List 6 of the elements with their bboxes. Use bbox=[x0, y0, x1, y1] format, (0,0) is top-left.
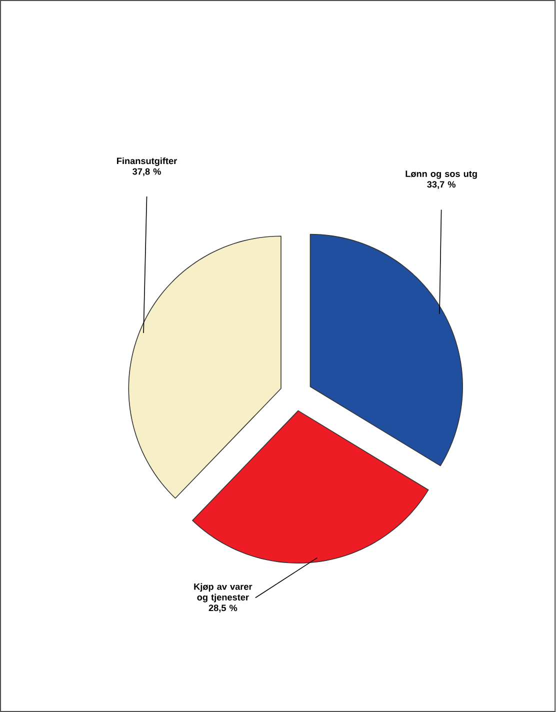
data-label: 33,7 % bbox=[427, 181, 456, 189]
data-label: 37,8 % bbox=[132, 168, 162, 176]
slice-label: Lønn og sos utg bbox=[406, 170, 478, 179]
data-label: 28,5 % bbox=[209, 604, 238, 612]
slice-label: Finansutgifter bbox=[117, 157, 178, 166]
slice-label: Kjøp av varer og tjenester bbox=[194, 583, 252, 602]
